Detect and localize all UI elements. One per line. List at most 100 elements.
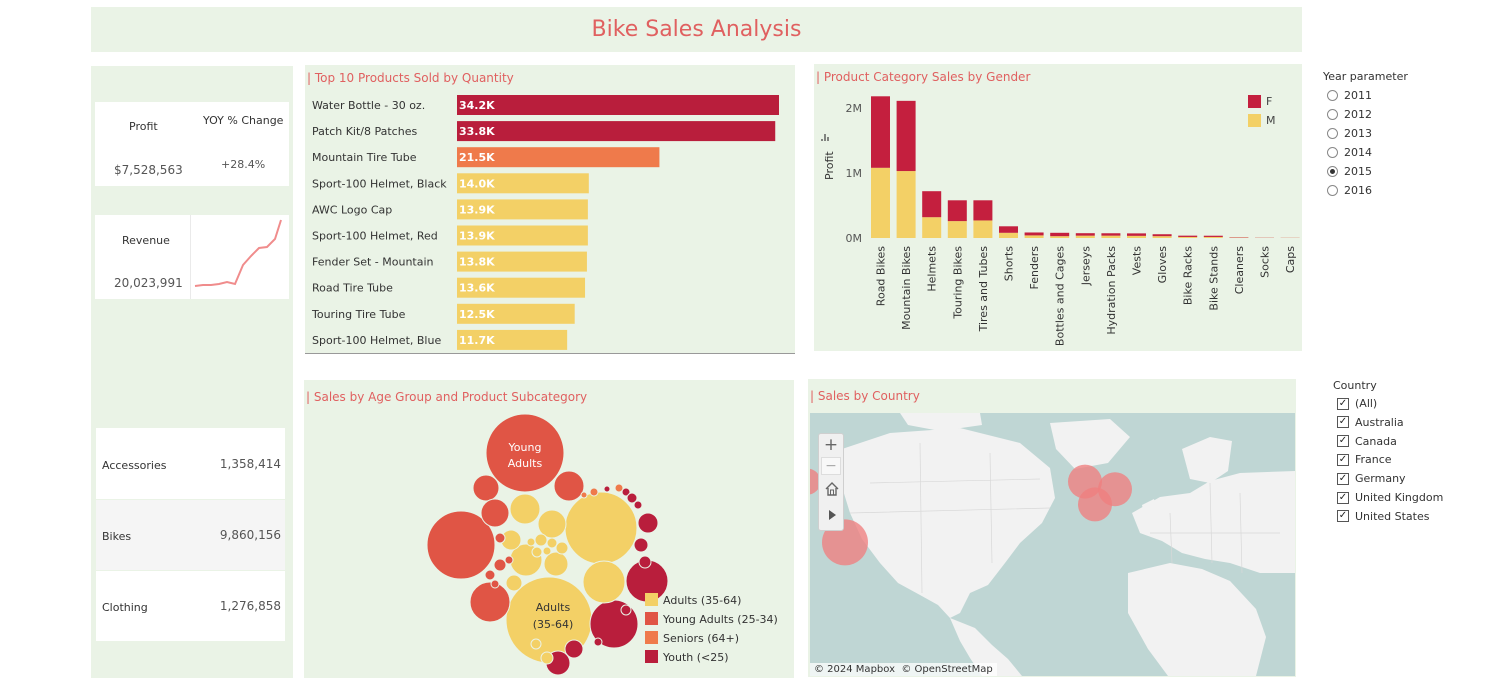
map-canvas[interactable]: + − © 2024 Mapbox © OpenStreetMap <box>810 413 1295 676</box>
product-bar[interactable] <box>457 329 568 350</box>
bubble[interactable] <box>543 551 569 577</box>
bubble[interactable] <box>531 546 543 558</box>
bar-f[interactable] <box>896 100 916 172</box>
bubble[interactable] <box>490 579 500 589</box>
product-bar[interactable] <box>457 199 588 220</box>
bar-f[interactable] <box>947 200 967 222</box>
checkbox-icon[interactable]: ✓ <box>1337 397 1349 410</box>
map-home-button[interactable] <box>822 480 842 498</box>
year-option-2015[interactable]: 2015 <box>1327 165 1372 178</box>
radio-icon[interactable] <box>1327 185 1338 196</box>
country-option[interactable]: ✓ United States <box>1337 510 1430 523</box>
bar-f[interactable] <box>1152 234 1172 237</box>
product-bar[interactable] <box>457 251 587 272</box>
checkbox-icon[interactable]: ✓ <box>1337 416 1349 429</box>
bubble[interactable] <box>593 637 603 647</box>
bar-f[interactable] <box>1024 232 1044 236</box>
year-option-2011[interactable]: 2011 <box>1327 89 1372 102</box>
bar-m[interactable] <box>896 171 916 238</box>
country-option[interactable]: ✓ Australia <box>1337 416 1404 429</box>
bar-m[interactable] <box>922 217 942 238</box>
bubble[interactable] <box>582 560 626 604</box>
radio-icon[interactable] <box>1327 147 1338 158</box>
product-bar[interactable] <box>457 95 779 115</box>
map-bubble[interactable] <box>1098 472 1132 507</box>
bubble[interactable] <box>614 483 624 493</box>
country-option[interactable]: ✓ Germany <box>1337 472 1406 485</box>
bubble[interactable] <box>553 470 585 502</box>
bubble[interactable] <box>546 537 558 549</box>
bar-f[interactable] <box>871 96 890 168</box>
bubble[interactable] <box>484 569 496 581</box>
bar-f[interactable] <box>1075 233 1095 236</box>
bar-m[interactable] <box>1203 236 1223 238</box>
year-option-2016[interactable]: 2016 <box>1327 184 1372 197</box>
product-bar[interactable] <box>457 303 575 324</box>
bar-m[interactable] <box>871 167 890 238</box>
bar-m[interactable] <box>947 221 967 238</box>
bubble[interactable] <box>426 510 496 580</box>
map-expand-button[interactable] <box>822 506 842 524</box>
bar-f[interactable] <box>1203 235 1223 237</box>
bubble[interactable] <box>505 574 523 592</box>
zoom-out-button[interactable]: − <box>821 457 841 475</box>
country-option[interactable]: ✓ (All) <box>1337 397 1377 410</box>
bubble[interactable] <box>620 604 632 616</box>
radio-icon[interactable] <box>1327 90 1338 101</box>
bar-f[interactable] <box>1050 232 1070 237</box>
bar-f[interactable] <box>999 226 1018 233</box>
map-bubble[interactable] <box>810 468 821 495</box>
bubble[interactable] <box>534 533 548 547</box>
bubble[interactable] <box>469 581 511 623</box>
checkbox-icon[interactable]: ✓ <box>1337 472 1349 485</box>
bubble[interactable] <box>626 492 638 504</box>
checkbox-icon[interactable]: ✓ <box>1337 510 1349 523</box>
radio-icon[interactable] <box>1327 128 1338 139</box>
product-bar[interactable] <box>457 277 586 298</box>
country-option[interactable]: ✓ United Kingdom <box>1337 491 1443 504</box>
bubble[interactable] <box>589 487 599 497</box>
bubble[interactable] <box>493 558 507 572</box>
bar-m[interactable] <box>1024 235 1044 238</box>
bar-f[interactable] <box>1127 233 1146 236</box>
bubble[interactable] <box>564 491 638 565</box>
product-bar[interactable] <box>457 225 588 246</box>
product-bar[interactable] <box>457 147 660 168</box>
zoom-in-button[interactable]: + <box>823 435 839 455</box>
bar-m[interactable] <box>999 232 1018 238</box>
bar-m[interactable] <box>1127 235 1146 238</box>
bar-m[interactable] <box>973 220 993 238</box>
bar-f[interactable] <box>973 200 993 221</box>
bubble[interactable] <box>633 537 649 553</box>
checkbox-icon[interactable]: ✓ <box>1337 435 1349 448</box>
bubble[interactable] <box>638 555 652 569</box>
sort-icon[interactable] <box>821 134 829 141</box>
bubble[interactable] <box>485 413 565 493</box>
bubble[interactable] <box>621 487 631 497</box>
product-bar[interactable] <box>457 121 776 142</box>
bubble[interactable] <box>526 537 536 547</box>
bar-f[interactable] <box>1101 233 1121 236</box>
bubble[interactable] <box>509 493 541 525</box>
bar-f[interactable] <box>922 191 942 218</box>
checkbox-icon[interactable]: ✓ <box>1337 453 1349 466</box>
bubble[interactable] <box>542 546 552 556</box>
bubble[interactable] <box>530 638 542 650</box>
bubble[interactable] <box>564 639 584 659</box>
bubble[interactable] <box>472 474 500 502</box>
bubble[interactable] <box>480 498 510 528</box>
bar-m[interactable] <box>1075 235 1095 238</box>
bar-m[interactable] <box>1152 236 1172 238</box>
bubble[interactable] <box>633 500 643 510</box>
bubble[interactable] <box>637 512 659 534</box>
checkbox-icon[interactable]: ✓ <box>1337 491 1349 504</box>
bubble[interactable] <box>494 532 506 544</box>
radio-icon[interactable] <box>1327 109 1338 120</box>
bar-m[interactable] <box>1101 235 1121 238</box>
bubble[interactable] <box>504 555 514 565</box>
bar-m[interactable] <box>1178 236 1198 238</box>
year-option-2012[interactable]: 2012 <box>1327 108 1372 121</box>
radio-icon[interactable] <box>1327 166 1338 177</box>
year-option-2013[interactable]: 2013 <box>1327 127 1372 140</box>
product-bar[interactable] <box>457 173 589 194</box>
